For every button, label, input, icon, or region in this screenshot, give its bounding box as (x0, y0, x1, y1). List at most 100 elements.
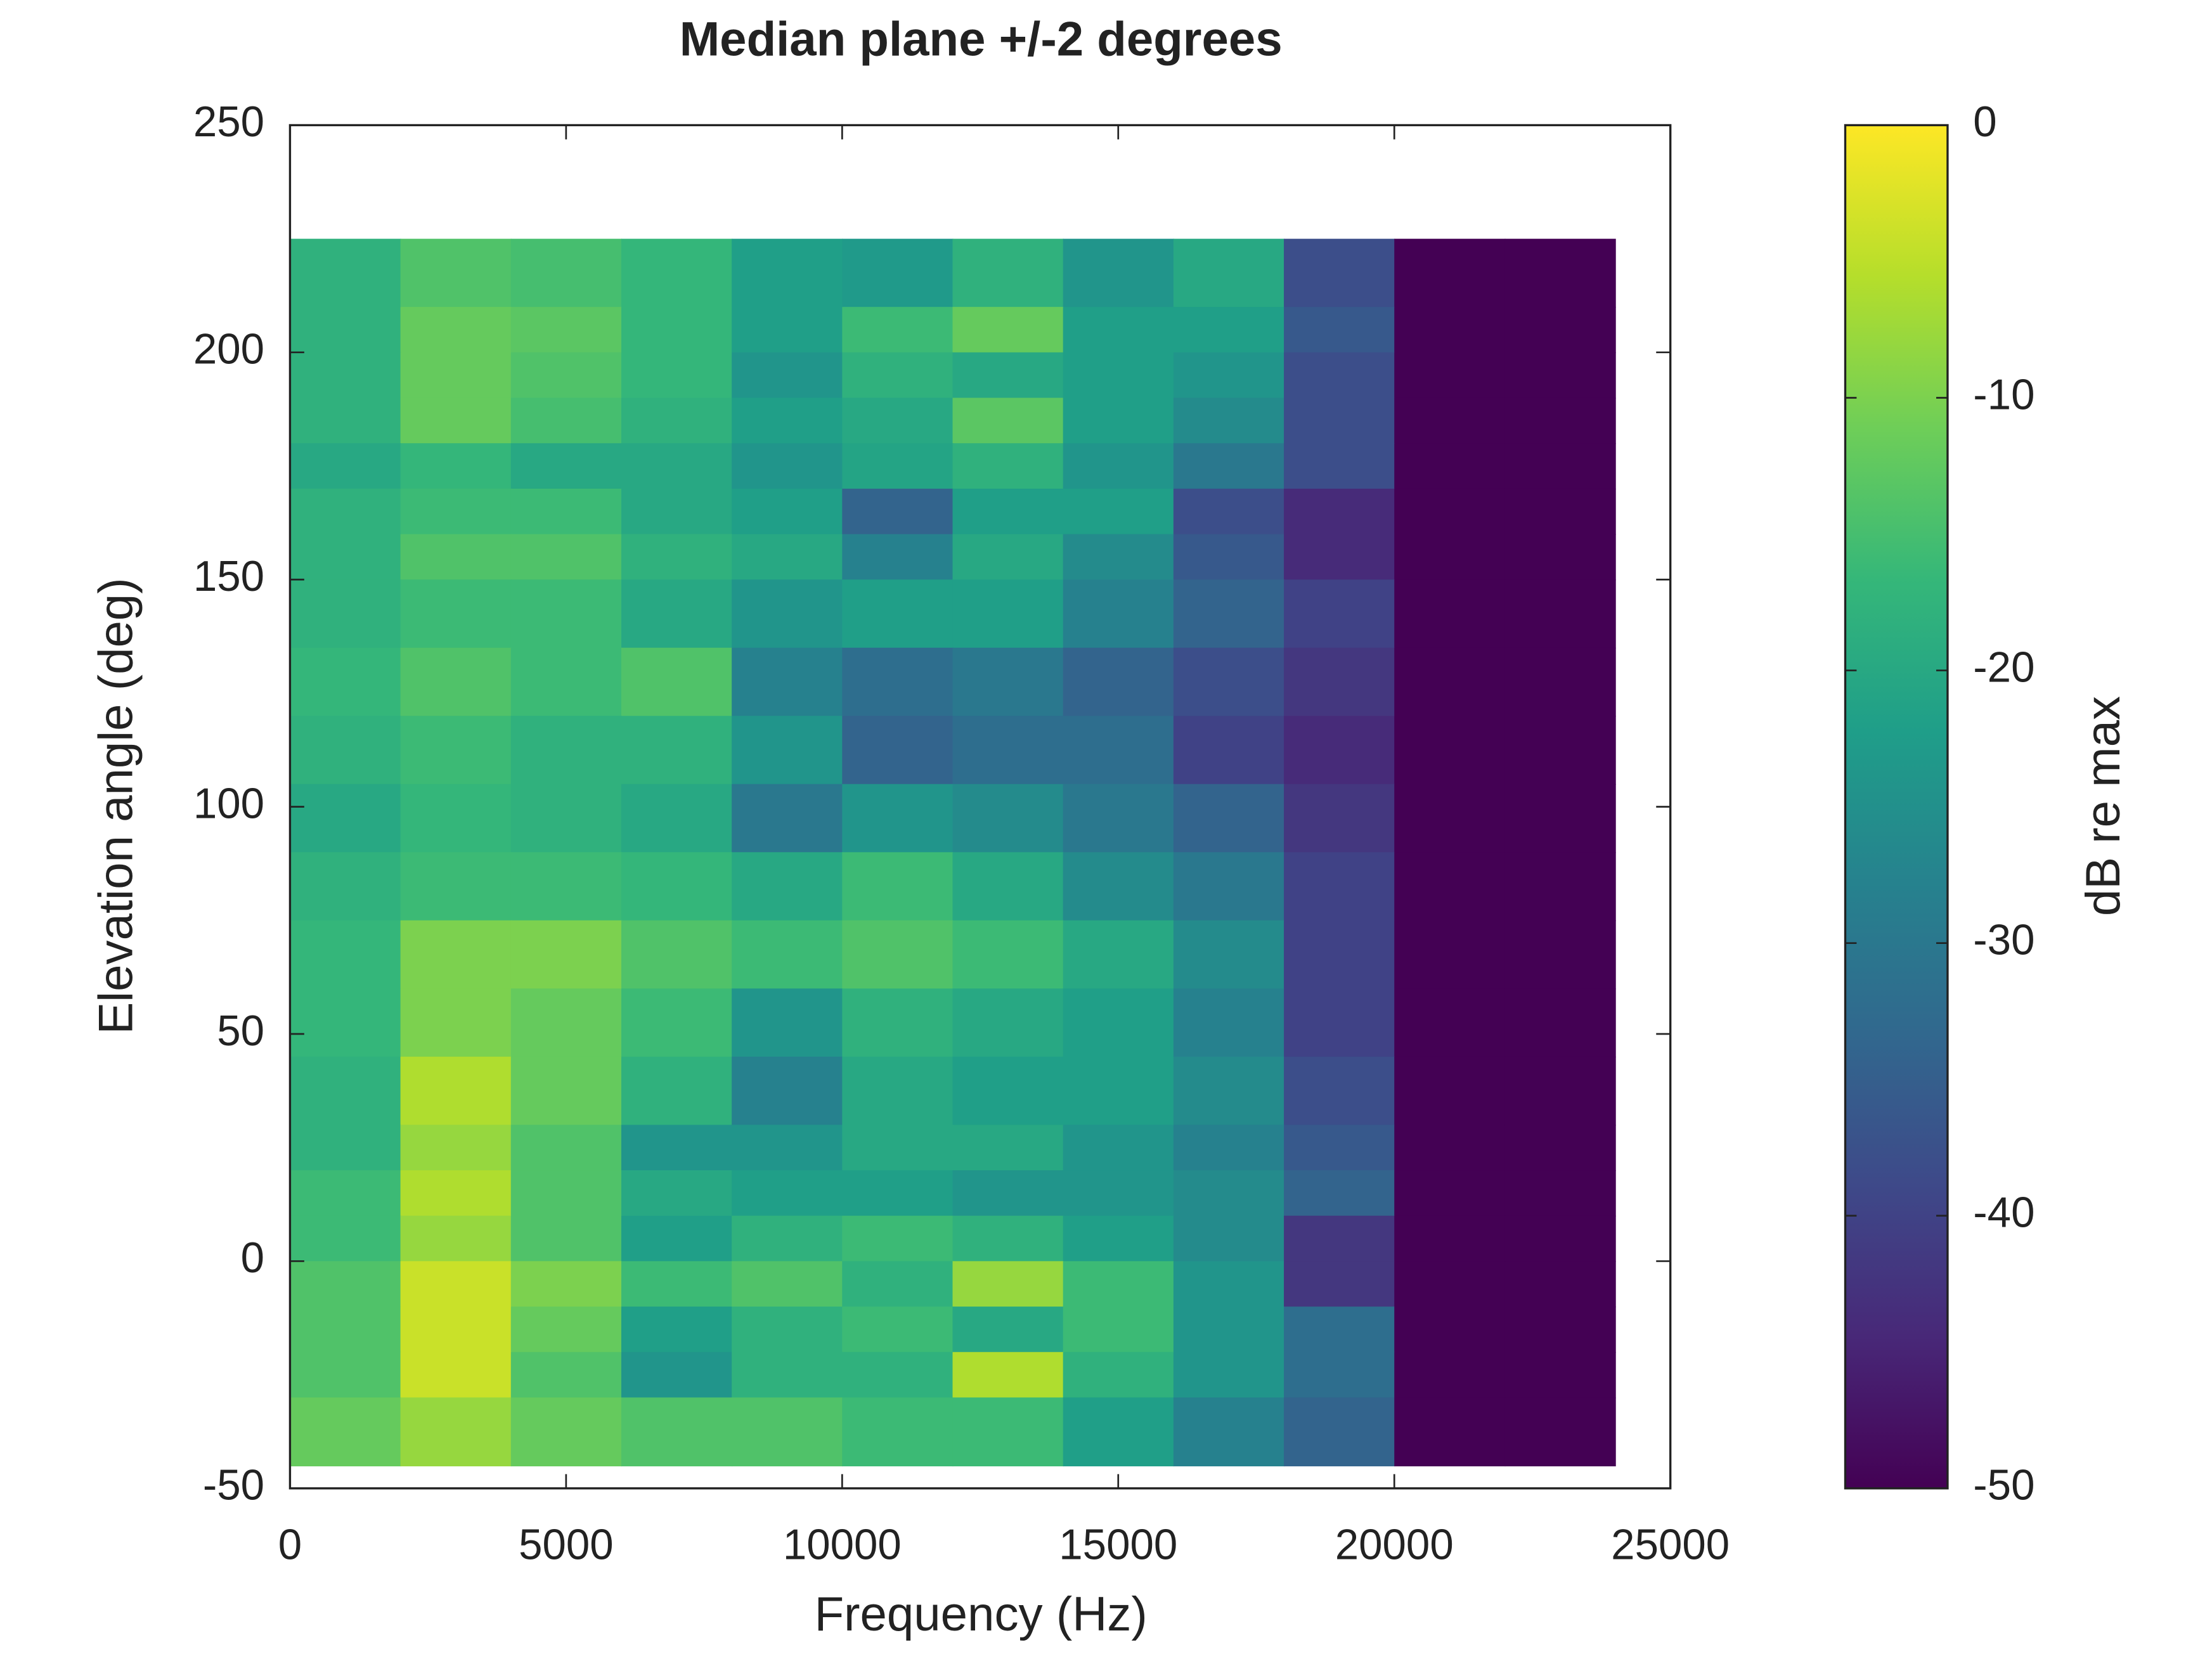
heatmap-cell (1173, 784, 1285, 853)
heatmap-cell (400, 1261, 512, 1308)
heatmap-cell (842, 1307, 954, 1353)
heatmap-cell (1173, 579, 1285, 649)
heatmap-cell (621, 784, 733, 853)
heatmap-cell (621, 488, 733, 535)
heatmap-cell (1284, 1397, 1395, 1467)
heatmap-cell (290, 1215, 401, 1262)
heatmap-cell (952, 784, 1064, 853)
heatmap-cell (842, 716, 954, 785)
x-tick-label: 15000 (1059, 1521, 1177, 1569)
heatmap-cell (1504, 716, 1616, 785)
heatmap-cell (1504, 1170, 1616, 1217)
heatmap-cell (1394, 1170, 1506, 1217)
heatmap-cell (732, 307, 843, 353)
heatmap-cell (1063, 716, 1174, 785)
heatmap-cell (732, 1397, 843, 1467)
heatmap-cell (842, 988, 954, 1057)
heatmap-cell (1173, 988, 1285, 1057)
heatmap-cell (1063, 1170, 1174, 1217)
heatmap-cell (842, 784, 954, 853)
heatmap-cell (1394, 988, 1506, 1057)
y-tick-label: 200 (193, 326, 264, 373)
heatmap-cell (510, 1125, 623, 1172)
x-tick-label: 20000 (1335, 1521, 1454, 1569)
heatmap-cell (842, 1056, 954, 1126)
heatmap-cell (1063, 352, 1174, 399)
heatmap-cell (842, 920, 954, 990)
heatmap-cell (290, 716, 401, 785)
heatmap-cell (952, 352, 1064, 399)
heatmap-cell (1063, 443, 1174, 489)
heatmap-cell (1173, 307, 1285, 353)
heatmap-cell (621, 716, 733, 785)
heatmap-cell (1504, 1056, 1616, 1126)
heatmap-cell (621, 397, 733, 444)
heatmap-cell (290, 1170, 401, 1217)
heatmap-cell (510, 784, 623, 853)
heatmap-cell (290, 852, 401, 921)
heatmap-cell (952, 579, 1064, 649)
heatmap-cell (621, 307, 733, 353)
colorbar-tick-label: -50 (1973, 1462, 2034, 1509)
heatmap-cell (290, 1352, 401, 1398)
heatmap-cell (732, 579, 843, 649)
heatmap-cell (400, 1125, 512, 1172)
heatmap-cell (400, 852, 512, 921)
heatmap-cell (1394, 920, 1506, 990)
heatmap-cell (621, 352, 733, 399)
heatmap-cell (1173, 397, 1285, 444)
heatmap-cell (1504, 1352, 1616, 1398)
heatmap-cell (1173, 716, 1285, 785)
heatmap-cell (842, 397, 954, 444)
heatmap-cell (510, 534, 623, 581)
heatmap-cell (400, 443, 512, 489)
heatmap-cell (1394, 1215, 1506, 1262)
heatmap-cell (510, 579, 623, 649)
heatmap-cell (1394, 238, 1506, 308)
heatmap-cell (621, 1125, 733, 1172)
colorbar-tick-label: -10 (1973, 371, 2034, 418)
heatmap-cell (1063, 1261, 1174, 1308)
heatmap-cell (290, 1261, 401, 1308)
heatmap-cell (621, 647, 733, 717)
colorbar-tick-label: 0 (1973, 98, 1996, 146)
heatmap-cell (1173, 1215, 1285, 1262)
heatmap-cell (1394, 352, 1506, 399)
heatmap-cell (732, 238, 843, 308)
heatmap-cell (952, 1215, 1064, 1262)
heatmap-cell (400, 1215, 512, 1262)
heatmap-cell (1504, 1125, 1616, 1172)
heatmap-cell (510, 488, 623, 535)
heatmap-cell (1284, 1307, 1395, 1353)
heatmap-cell (952, 1170, 1064, 1217)
heatmap-cell (1394, 307, 1506, 353)
heatmap-cell (952, 1397, 1064, 1467)
heatmap-cell (621, 1215, 733, 1262)
heatmap (290, 238, 1616, 1467)
heatmap-cell (842, 1261, 954, 1308)
heatmap-cell (400, 534, 512, 581)
heatmap-cell (732, 852, 843, 921)
heatmap-cell (732, 1215, 843, 1262)
heatmap-cell (621, 852, 733, 921)
heatmap-cell (1063, 397, 1174, 444)
heatmap-cell (290, 920, 401, 990)
heatmap-cell (1284, 1215, 1395, 1262)
heatmap-cell (1173, 488, 1285, 535)
colorbar-label: dB re max (2076, 696, 2130, 916)
x-axis-label: Frequency (Hz) (815, 1587, 1148, 1641)
heatmap-cell (290, 784, 401, 853)
heatmap-cell (1063, 307, 1174, 353)
heatmap-cell (510, 397, 623, 444)
heatmap-cell (621, 1352, 733, 1398)
heatmap-cell (1284, 1170, 1395, 1217)
heatmap-cell (621, 1397, 733, 1467)
heatmap-cell (1394, 716, 1506, 785)
heatmap-cell (1063, 1397, 1174, 1467)
heatmap-cell (1063, 1125, 1174, 1172)
heatmap-cell (952, 238, 1064, 308)
heatmap-cell (842, 307, 954, 353)
heatmap-cell (400, 784, 512, 853)
heatmap-cell (842, 852, 954, 921)
heatmap-cell (1173, 1261, 1285, 1308)
